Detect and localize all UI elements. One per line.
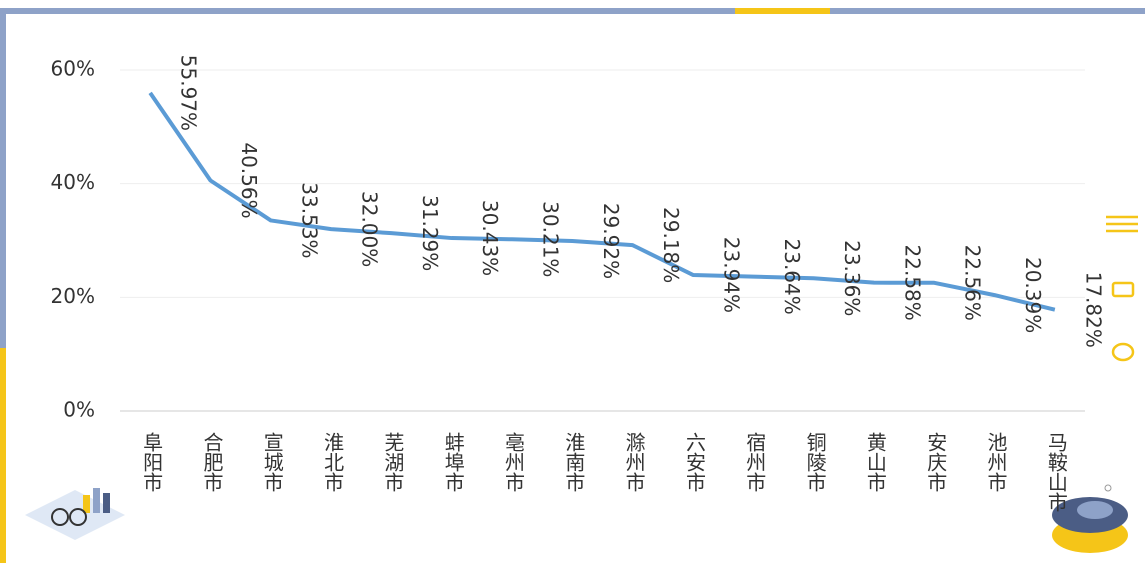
- y-tick-label: 20%: [51, 284, 95, 308]
- menu-icon[interactable]: [1106, 215, 1138, 233]
- value-label: 23.64%: [780, 239, 804, 315]
- illustration-right: [1052, 484, 1128, 553]
- x-tick-label: 铜陵市: [803, 432, 827, 492]
- value-label: 22.58%: [900, 245, 924, 321]
- top-accent: [735, 8, 830, 14]
- value-label: 22.56%: [961, 245, 985, 321]
- x-tick-label: 安庆市: [924, 432, 948, 492]
- value-label: 40.56%: [237, 142, 261, 218]
- value-label: 55.97%: [177, 55, 201, 131]
- x-tick-label: 阜阳市: [140, 432, 164, 492]
- line: [148, 91, 1056, 312]
- x-tick-label: 合肥市: [200, 432, 224, 492]
- value-label: 30.21%: [539, 201, 563, 277]
- x-tick-label: 芜湖市: [381, 432, 405, 492]
- illustration-left: [25, 488, 125, 540]
- left-border: [0, 8, 6, 348]
- value-label: 23.94%: [719, 237, 743, 313]
- x-tick-label: 淮南市: [562, 432, 586, 492]
- y-tick-label: 60%: [51, 57, 95, 81]
- value-label: 17.82%: [1081, 272, 1105, 348]
- x-tick-label: 宿州市: [743, 432, 767, 492]
- y-tick-label: 0%: [63, 398, 95, 422]
- value-label: 30.43%: [478, 200, 502, 276]
- x-tick-label: 马鞍山市: [1044, 432, 1068, 512]
- left-accent: [0, 348, 6, 563]
- value-label: 29.18%: [659, 207, 683, 283]
- top-border: [0, 8, 1145, 14]
- value-label: 29.92%: [599, 203, 623, 279]
- x-tick-label: 六安市: [682, 432, 706, 492]
- x-tick-label: 亳州市: [502, 432, 526, 492]
- x-tick-label: 滁州市: [622, 432, 646, 492]
- x-tick-label: 宣城市: [260, 432, 284, 492]
- x-tick-label: 黄山市: [863, 432, 887, 492]
- x-tick-label: 蚌埠市: [441, 432, 465, 492]
- value-label: 32.00%: [358, 191, 382, 267]
- y-tick-label: 40%: [51, 170, 95, 194]
- mail-icon[interactable]: [1111, 281, 1135, 298]
- value-label: 31.29%: [418, 195, 442, 271]
- value-label: 33.53%: [297, 182, 321, 258]
- x-tick-label: 淮北市: [321, 432, 345, 492]
- value-label: 23.36%: [840, 240, 864, 316]
- x-tick-label: 池州市: [984, 432, 1008, 492]
- value-label: 20.39%: [1021, 257, 1045, 333]
- chat-icon[interactable]: [1111, 342, 1135, 362]
